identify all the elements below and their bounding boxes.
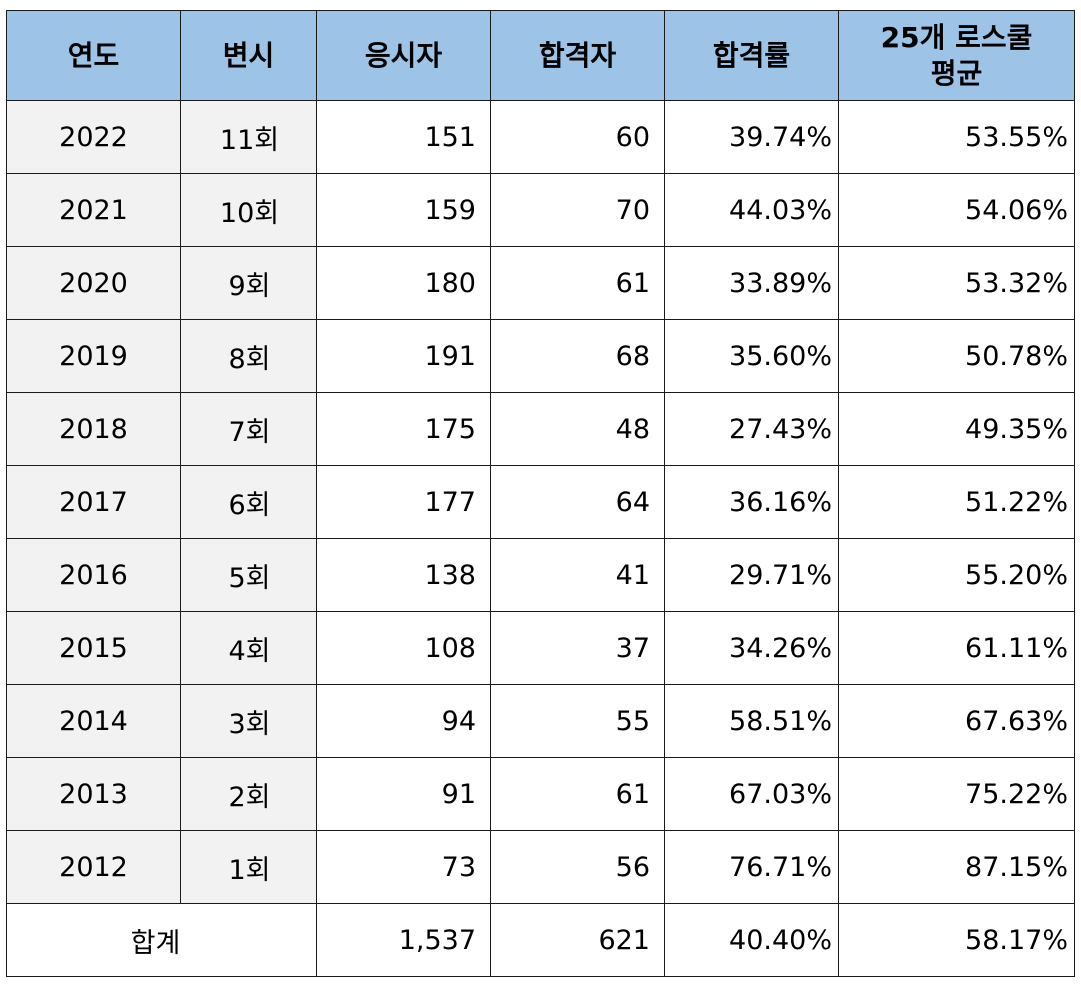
cell-pass-rate: 33.89% <box>664 246 839 320</box>
cell-year: 2013 <box>6 757 181 831</box>
table-row: 2017 6회 177 64 36.16% 51.22% <box>6 465 1075 539</box>
cell-applicants: 73 <box>316 830 491 904</box>
header-session: 변시 <box>180 10 317 101</box>
cell-average: 67.63% <box>838 684 1075 758</box>
header-applicants: 응시자 <box>316 10 491 101</box>
cell-session: 1회 <box>180 830 317 904</box>
results-table: 연도 변시 응시자 합격자 합격률 25개 로스쿨 평균 2022 11회 151 60… <box>6 10 1075 977</box>
cell-average: 53.55% <box>838 100 1075 174</box>
cell-session: 3회 <box>180 684 317 758</box>
total-average: 58.17% <box>838 903 1075 977</box>
cell-year: 2019 <box>6 319 181 393</box>
cell-average: 61.11% <box>838 611 1075 685</box>
cell-applicants: 180 <box>316 246 491 320</box>
cell-year: 2015 <box>6 611 181 685</box>
cell-year: 2017 <box>6 465 181 539</box>
cell-applicants: 177 <box>316 465 491 539</box>
table-row: 2021 10회 159 70 44.03% 54.06% <box>6 173 1075 247</box>
cell-pass-rate: 36.16% <box>664 465 839 539</box>
cell-year: 2020 <box>6 246 181 320</box>
header-pass-rate: 합격률 <box>664 10 839 101</box>
cell-session: 6회 <box>180 465 317 539</box>
header-year: 연도 <box>6 10 181 101</box>
cell-pass-rate: 44.03% <box>664 173 839 247</box>
table-row: 2015 4회 108 37 34.26% 61.11% <box>6 611 1075 685</box>
cell-passed: 68 <box>490 319 665 393</box>
cell-passed: 70 <box>490 173 665 247</box>
table-row: 2018 7회 175 48 27.43% 49.35% <box>6 392 1075 466</box>
table-row: 2022 11회 151 60 39.74% 53.55% <box>6 100 1075 174</box>
cell-passed: 60 <box>490 100 665 174</box>
cell-session: 10회 <box>180 173 317 247</box>
cell-session: 11회 <box>180 100 317 174</box>
cell-average: 49.35% <box>838 392 1075 466</box>
cell-average: 50.78% <box>838 319 1075 393</box>
cell-passed: 61 <box>490 757 665 831</box>
cell-average: 53.32% <box>838 246 1075 320</box>
cell-average: 87.15% <box>838 830 1075 904</box>
cell-session: 7회 <box>180 392 317 466</box>
cell-session: 8회 <box>180 319 317 393</box>
table-row: 2016 5회 138 41 29.71% 55.20% <box>6 538 1075 612</box>
table-row: 2020 9회 180 61 33.89% 53.32% <box>6 246 1075 320</box>
total-passed: 621 <box>490 903 665 977</box>
cell-applicants: 138 <box>316 538 491 612</box>
cell-session: 4회 <box>180 611 317 685</box>
total-label: 합계 <box>6 903 317 977</box>
cell-year: 2016 <box>6 538 181 612</box>
cell-passed: 56 <box>490 830 665 904</box>
cell-session: 2회 <box>180 757 317 831</box>
table-row: 2019 8회 191 68 35.60% 50.78% <box>6 319 1075 393</box>
table-row: 2012 1회 73 56 76.71% 87.15% <box>6 830 1075 904</box>
header-average: 25개 로스쿨 평균 <box>838 10 1075 101</box>
cell-applicants: 91 <box>316 757 491 831</box>
header-average-line1: 25개 로스쿨 <box>880 20 1033 54</box>
cell-passed: 37 <box>490 611 665 685</box>
cell-passed: 64 <box>490 465 665 539</box>
cell-year: 2012 <box>6 830 181 904</box>
cell-pass-rate: 67.03% <box>664 757 839 831</box>
cell-session: 5회 <box>180 538 317 612</box>
cell-applicants: 94 <box>316 684 491 758</box>
header-passed: 합격자 <box>490 10 665 101</box>
cell-average: 55.20% <box>838 538 1075 612</box>
total-pass-rate: 40.40% <box>664 903 839 977</box>
cell-year: 2014 <box>6 684 181 758</box>
cell-pass-rate: 27.43% <box>664 392 839 466</box>
header-row: 연도 변시 응시자 합격자 합격률 25개 로스쿨 평균 <box>6 10 1075 101</box>
cell-average: 54.06% <box>838 173 1075 247</box>
cell-average: 51.22% <box>838 465 1075 539</box>
cell-year: 2022 <box>6 100 181 174</box>
cell-average: 75.22% <box>838 757 1075 831</box>
cell-pass-rate: 39.74% <box>664 100 839 174</box>
cell-passed: 55 <box>490 684 665 758</box>
cell-passed: 61 <box>490 246 665 320</box>
total-applicants: 1,537 <box>316 903 491 977</box>
cell-applicants: 159 <box>316 173 491 247</box>
cell-pass-rate: 35.60% <box>664 319 839 393</box>
cell-pass-rate: 76.71% <box>664 830 839 904</box>
cell-passed: 41 <box>490 538 665 612</box>
table-row: 2014 3회 94 55 58.51% 67.63% <box>6 684 1075 758</box>
header-average-line2: 평균 <box>930 56 983 90</box>
cell-applicants: 108 <box>316 611 491 685</box>
cell-year: 2018 <box>6 392 181 466</box>
table-row: 2013 2회 91 61 67.03% 75.22% <box>6 757 1075 831</box>
cell-session: 9회 <box>180 246 317 320</box>
cell-pass-rate: 29.71% <box>664 538 839 612</box>
cell-year: 2021 <box>6 173 181 247</box>
total-row: 합계 1,537 621 40.40% 58.17% <box>6 903 1075 977</box>
cell-applicants: 175 <box>316 392 491 466</box>
cell-passed: 48 <box>490 392 665 466</box>
cell-applicants: 191 <box>316 319 491 393</box>
cell-pass-rate: 34.26% <box>664 611 839 685</box>
cell-pass-rate: 58.51% <box>664 684 839 758</box>
cell-applicants: 151 <box>316 100 491 174</box>
